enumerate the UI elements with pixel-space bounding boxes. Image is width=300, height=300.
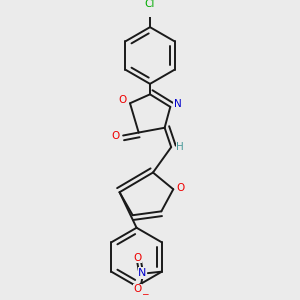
Text: O: O <box>112 130 120 140</box>
Text: N: N <box>138 268 147 278</box>
Text: O: O <box>133 284 142 294</box>
Text: −: − <box>141 289 149 298</box>
Text: H: H <box>176 142 184 152</box>
Text: O: O <box>133 253 142 262</box>
Text: N: N <box>174 100 181 110</box>
Text: Cl: Cl <box>145 0 155 9</box>
Text: O: O <box>118 95 127 105</box>
Text: O: O <box>177 183 185 193</box>
